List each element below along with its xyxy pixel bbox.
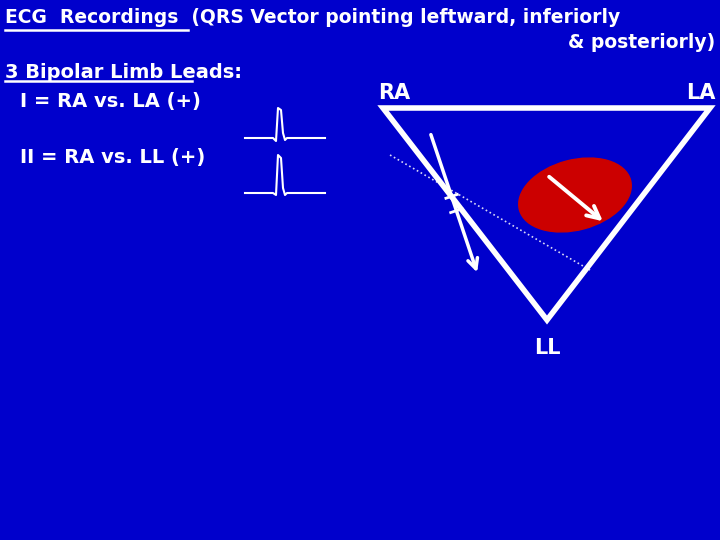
Text: 3 Bipolar Limb Leads:: 3 Bipolar Limb Leads:: [5, 63, 242, 82]
Text: ECG  Recordings  (QRS Vector pointing leftward, inferiorly: ECG Recordings (QRS Vector pointing left…: [5, 8, 620, 27]
Ellipse shape: [518, 158, 631, 232]
Text: II = RA vs. LL (+): II = RA vs. LL (+): [20, 148, 205, 167]
Text: & posteriorly): & posteriorly): [568, 33, 715, 52]
Text: I = RA vs. LA (+): I = RA vs. LA (+): [20, 92, 201, 111]
Text: LA: LA: [685, 83, 715, 103]
Text: RA: RA: [378, 83, 410, 103]
Text: LL: LL: [534, 338, 560, 358]
